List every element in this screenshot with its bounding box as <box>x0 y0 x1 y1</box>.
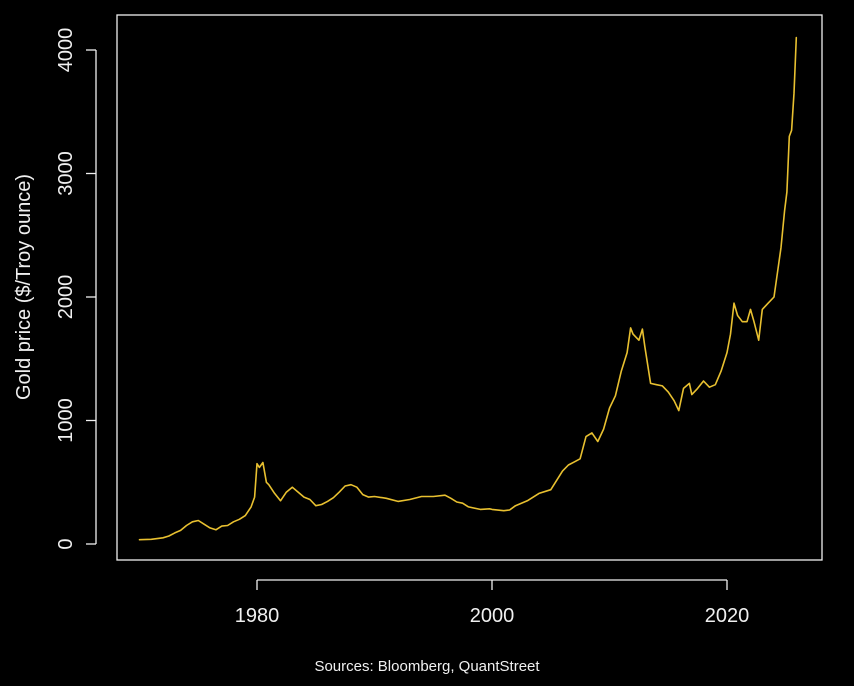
gold-price-line <box>138 36 798 541</box>
axes-group: 1980 2000 2020 0 1000 2000 3000 4000 <box>55 14 823 627</box>
x-tick-label: 2000 <box>470 605 515 627</box>
source-note: Sources: Bloomberg, QuantStreet <box>314 658 540 675</box>
y-tick-label: 2000 <box>55 275 77 320</box>
y-tick-label: 4000 <box>55 28 77 73</box>
x-tick-label: 1980 <box>235 605 280 627</box>
plot-frame <box>116 14 823 561</box>
y-axis-title: Gold price ($/Troy ounce) <box>13 174 35 400</box>
x-tick-label: 2020 <box>705 605 750 627</box>
series-group <box>138 36 798 541</box>
y-tick-label: 1000 <box>55 398 77 443</box>
y-tick-label: 3000 <box>55 151 77 196</box>
y-tick-label: 0 <box>55 538 77 549</box>
